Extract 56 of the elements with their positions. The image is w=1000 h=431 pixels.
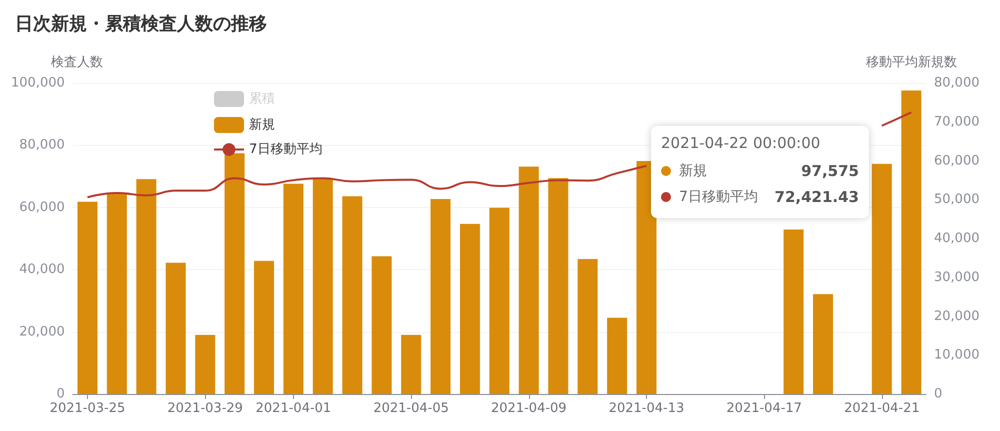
bar xyxy=(283,184,304,394)
bar xyxy=(607,318,628,394)
bar xyxy=(784,229,804,394)
bar xyxy=(372,256,392,394)
y-tick-label: 60,000 xyxy=(19,200,65,215)
legend-label: 新規 xyxy=(249,118,275,132)
y2-tick-label: 70,000 xyxy=(934,114,980,130)
x-tick-label: 2021-03-29 xyxy=(167,401,243,416)
x-tick-label: 2021-04-13 xyxy=(608,401,684,416)
annotation: 72,421.43 xyxy=(774,187,859,208)
y2-tick-label: 80,000 xyxy=(934,76,980,90)
chart-title: 日次新規・累積検査人数の推移 xyxy=(15,14,267,34)
annotation: 7日移動平均 xyxy=(679,188,758,207)
bar xyxy=(136,179,156,394)
y-tick-label: 100,000 xyxy=(10,76,65,90)
x-tick-label: 2021-04-01 xyxy=(256,401,332,416)
y2-tick-label: 40,000 xyxy=(934,231,980,246)
y-tick-label: 80,000 xyxy=(19,138,65,153)
y2-tick-label: 60,000 xyxy=(934,153,980,168)
y2-tick-label: 10,000 xyxy=(934,348,980,363)
y-axis-title: 検査人数 xyxy=(50,55,103,70)
x-tick-label: 2021-03-25 xyxy=(50,401,126,416)
y2-tick-label: 50,000 xyxy=(934,192,980,208)
bar xyxy=(489,208,510,394)
y2-tick-label: 20,000 xyxy=(934,308,980,324)
annotation: 97,575 xyxy=(801,161,859,182)
bar xyxy=(813,294,834,394)
bar xyxy=(901,90,922,394)
bar xyxy=(254,260,274,394)
y2-axis-title: 移動平均新規数 xyxy=(866,55,957,70)
bar xyxy=(195,334,216,394)
x-tick-label: 2021-04-17 xyxy=(726,401,802,416)
bar xyxy=(77,202,98,394)
y-tick-label: 40,000 xyxy=(19,262,65,278)
x-tick-label: 2021-04-09 xyxy=(491,401,567,416)
bar xyxy=(636,161,656,394)
y2-tick-label: 0 xyxy=(934,386,942,402)
y-tick-label: 0 xyxy=(56,386,65,402)
bar xyxy=(342,196,362,394)
bar xyxy=(166,262,186,394)
x-tick-label: 2021-04-05 xyxy=(373,401,449,416)
y-tick-label: 20,000 xyxy=(19,324,65,340)
bar xyxy=(106,192,127,394)
bar xyxy=(460,224,480,394)
bar xyxy=(401,334,422,394)
legend-label: 7日移動平均 xyxy=(249,142,322,157)
y2-tick-label: 30,000 xyxy=(934,270,980,285)
bar xyxy=(548,178,568,394)
bar xyxy=(312,178,333,394)
bar xyxy=(578,259,598,394)
annotation: 新規 xyxy=(679,162,707,181)
x-tick-label: 2021-04-21 xyxy=(844,401,920,416)
bar xyxy=(430,199,451,394)
bar xyxy=(872,164,892,394)
bar xyxy=(518,166,539,394)
annotation: 2021-04-22 00:00:00 xyxy=(661,134,822,152)
